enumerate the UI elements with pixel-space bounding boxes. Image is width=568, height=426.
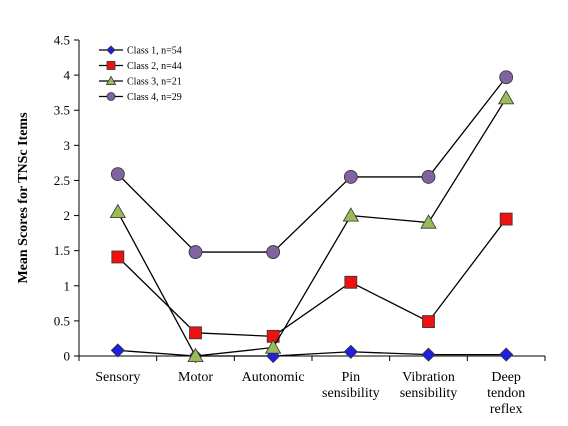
x-tick-label-line: Pin — [341, 370, 360, 385]
data-point-class-4 — [266, 245, 281, 259]
legend-marker — [106, 92, 116, 101]
data-point-class-4 — [110, 167, 125, 182]
y-axis-title: Mean Scores for TNSc Items — [16, 112, 31, 284]
x-tick-label: Vibration sensibility — [400, 370, 458, 401]
y-tick-label: 1.5 — [54, 243, 70, 258]
data-point-class-2 — [499, 212, 513, 226]
data-point-class-4 — [188, 245, 203, 259]
legend-label: Class 3, n=21 — [127, 77, 182, 88]
x-tick-label-line: Autonomic — [242, 370, 305, 385]
legend-label: Class 2, n=44 — [127, 61, 182, 72]
legend-marker — [106, 61, 116, 70]
legend-marker — [106, 45, 116, 55]
series-line-class-3 — [117, 97, 507, 357]
y-tick-label: 4 — [64, 68, 71, 83]
data-point-class-1 — [421, 347, 436, 362]
y-tick-label: 1 — [64, 278, 71, 293]
y-tick-label: 0.5 — [54, 313, 70, 328]
x-tick-label-line: Vibration — [402, 370, 455, 385]
legend: Class 1, n=54 Class 2, n=44 Class 3, n=21 C… — [99, 45, 182, 103]
legend-marker — [105, 75, 117, 85]
data-point-class-3 — [498, 90, 515, 105]
data-point-class-3 — [342, 207, 359, 222]
x-tick-label: Motor — [178, 370, 213, 385]
data-point-class-2 — [344, 275, 358, 289]
data-point-class-3 — [420, 214, 437, 229]
x-tick-label-line: tendon — [487, 386, 525, 401]
x-tick-label-line: Sensory — [95, 370, 140, 385]
plot-area — [109, 70, 515, 364]
x-tick-label-line: sensibility — [400, 386, 458, 401]
data-point-class-2 — [189, 326, 202, 340]
y-tick-label: 2.5 — [54, 173, 70, 188]
x-tick-label: Sensory — [95, 370, 140, 385]
data-point-class-3 — [265, 339, 282, 354]
x-tick-label: Pin sensibility — [322, 370, 380, 401]
data-point-class-3 — [187, 347, 204, 363]
y-tick-label: 4.5 — [54, 33, 70, 48]
data-point-class-2 — [111, 250, 125, 264]
y-tick-label: 3.5 — [54, 103, 70, 118]
x-tick-label-line: reflex — [490, 402, 523, 417]
x-tick-label-line: sensibility — [322, 386, 380, 401]
series-line-class-1 — [117, 349, 507, 357]
data-point-class-1 — [343, 344, 358, 359]
axes: 0 0.5 1 1.5 2 2.5 3 3.5 4 4.5 Sensory Motor Autonomi… — [16, 33, 546, 417]
data-point-class-4 — [421, 170, 436, 184]
y-tick-label: 0 — [64, 349, 71, 364]
data-point-class-4 — [343, 170, 358, 184]
x-tick-label-line: Motor — [178, 370, 213, 385]
legend-label: Class 1, n=54 — [127, 46, 182, 57]
x-tick-label: Autonomic — [242, 370, 305, 385]
data-point-class-1 — [499, 347, 514, 362]
legend-label: Class 4, n=29 — [127, 92, 182, 103]
series-line-class-2 — [117, 218, 507, 337]
data-point-class-2 — [422, 315, 435, 328]
y-tick-label: 3 — [64, 138, 71, 153]
x-tick-label: Deep tendon reflex — [487, 370, 525, 417]
series-line-class-4 — [117, 76, 507, 253]
data-point-class-3 — [109, 203, 126, 219]
data-point-class-4 — [499, 70, 514, 85]
y-tick-label: 2 — [64, 208, 71, 223]
data-point-class-1 — [110, 343, 125, 358]
x-tick-label-line: Deep — [491, 370, 521, 385]
